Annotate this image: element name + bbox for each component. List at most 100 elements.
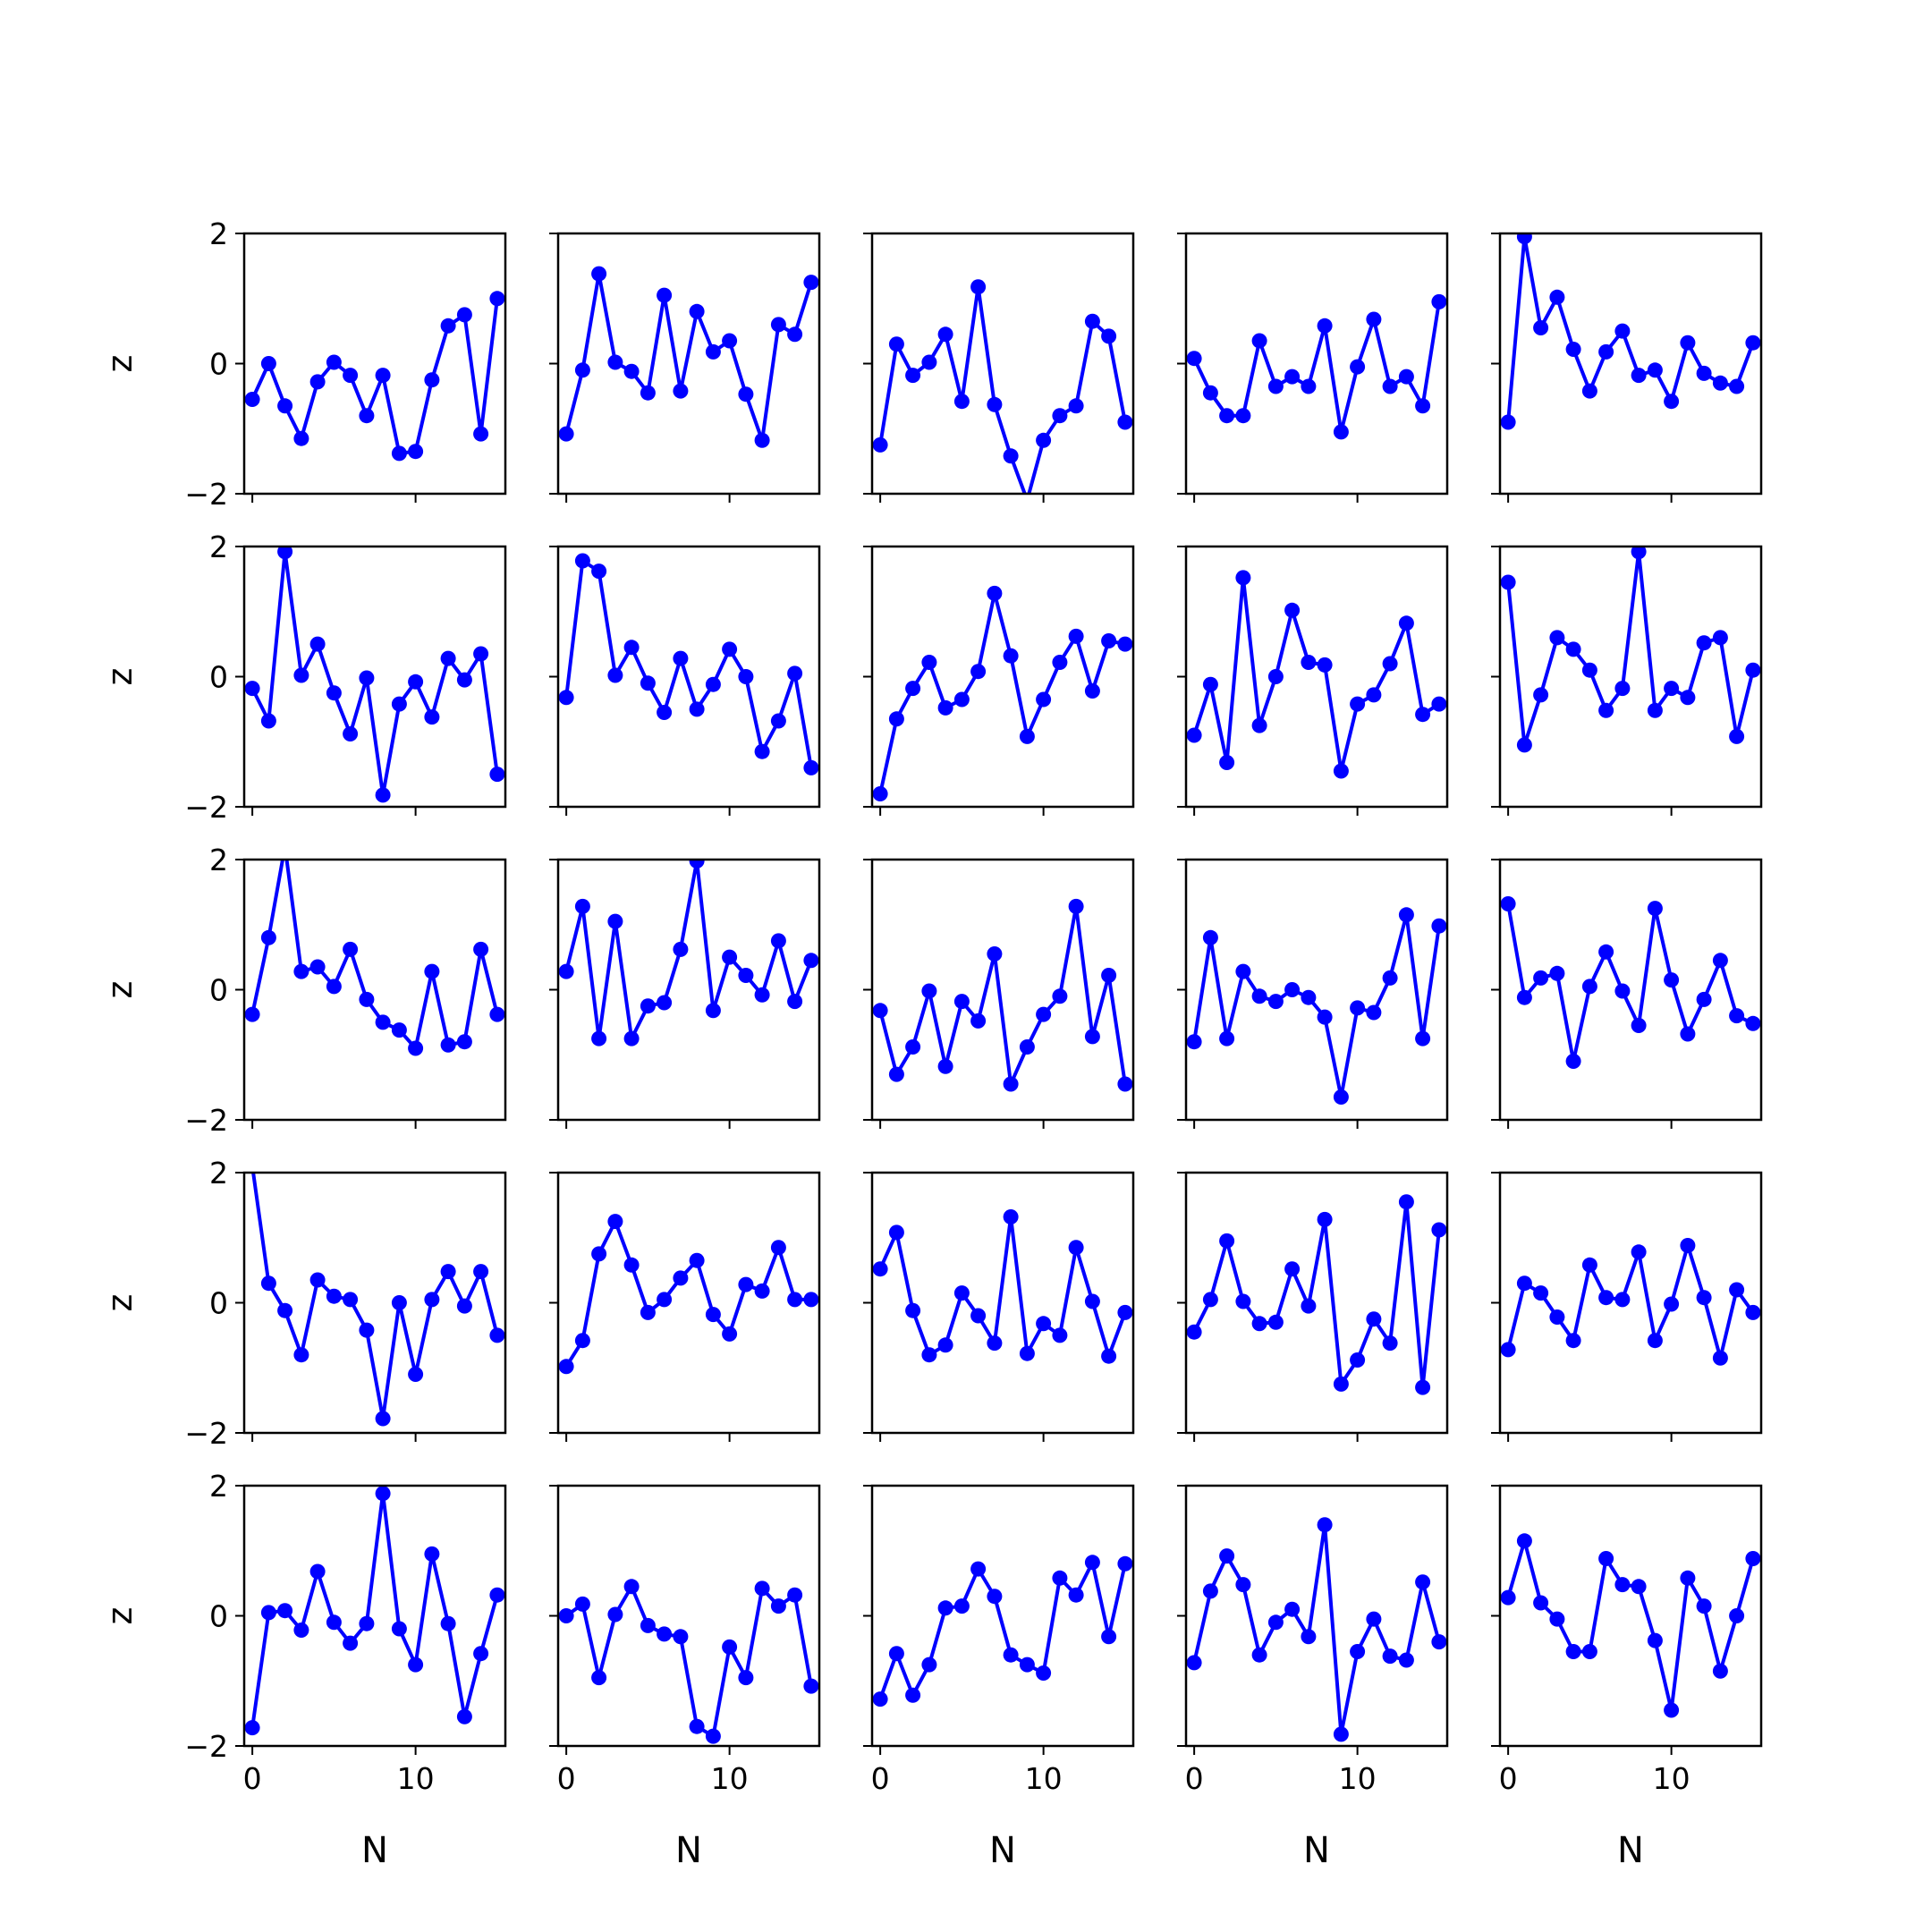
data-point <box>1333 763 1349 779</box>
data-point <box>1101 1348 1117 1364</box>
series-group <box>558 1579 819 1744</box>
subplot-1-5 <box>1491 232 1763 503</box>
data-point <box>770 317 786 333</box>
data-point <box>1251 1647 1267 1663</box>
data-point <box>1117 1076 1133 1092</box>
data-point <box>1664 972 1680 988</box>
data-point <box>970 1308 987 1324</box>
data-point <box>770 713 786 729</box>
data-point <box>1003 1076 1019 1092</box>
data-point <box>558 1608 574 1623</box>
data-point <box>1019 1039 1035 1055</box>
data-point <box>244 681 260 697</box>
data-point <box>1366 1611 1382 1627</box>
y-tick-label: 0 <box>209 1286 228 1321</box>
data-point <box>754 987 770 1003</box>
data-point <box>1533 320 1549 335</box>
data-point <box>456 1708 472 1724</box>
data-point <box>1664 394 1680 410</box>
data-point <box>473 1646 489 1662</box>
x-axis-label: N <box>989 1830 1016 1871</box>
data-point <box>1415 1030 1431 1046</box>
y-tick-label: 2 <box>209 843 228 877</box>
data-point <box>1664 681 1680 697</box>
data-point <box>1084 313 1100 329</box>
data-point <box>293 963 309 979</box>
y-tick-label: 2 <box>209 1156 228 1191</box>
data-point <box>803 1678 819 1694</box>
series-line <box>878 1560 1127 1700</box>
data-point <box>1036 432 1052 448</box>
data-point <box>623 1030 640 1046</box>
data-point <box>424 1292 440 1308</box>
data-point <box>1382 970 1398 986</box>
series-group <box>1500 1238 1761 1366</box>
data-point <box>1301 378 1317 394</box>
data-point <box>673 1270 689 1286</box>
data-point <box>1068 898 1084 914</box>
data-point <box>640 1617 656 1633</box>
data-point <box>1267 378 1284 394</box>
data-point <box>787 326 803 343</box>
data-point <box>1549 630 1565 646</box>
data-point <box>607 1214 623 1230</box>
data-point <box>1036 1665 1052 1681</box>
data-point <box>787 665 803 682</box>
data-point <box>1117 1304 1133 1320</box>
data-point <box>391 696 407 712</box>
data-point <box>1052 408 1068 424</box>
data-point <box>1533 687 1549 703</box>
subplot-2-2 <box>549 545 821 816</box>
data-point <box>987 396 1003 412</box>
data-point <box>343 1292 359 1308</box>
data-point <box>787 1292 803 1308</box>
data-point <box>888 336 904 352</box>
data-point <box>293 1623 309 1638</box>
subplot-1-4 <box>1177 232 1449 503</box>
data-point <box>754 1580 770 1597</box>
data-point <box>1581 1257 1597 1273</box>
data-point <box>1251 1316 1267 1332</box>
data-point <box>1696 635 1712 651</box>
data-point <box>574 1333 590 1349</box>
data-point <box>1431 1634 1447 1650</box>
data-point <box>905 368 921 384</box>
data-point <box>424 372 440 388</box>
data-point <box>1631 1018 1647 1033</box>
data-point <box>1431 918 1447 934</box>
series-group <box>244 860 505 1056</box>
data-point <box>673 941 689 957</box>
data-point <box>591 564 607 580</box>
data-point <box>937 326 953 343</box>
data-point <box>1036 691 1052 708</box>
data-point <box>1729 1008 1745 1024</box>
data-point <box>987 1335 1003 1352</box>
data-point <box>1333 1726 1349 1742</box>
data-point <box>1712 1663 1728 1679</box>
series-line <box>251 1173 499 1420</box>
data-point <box>722 641 738 657</box>
data-point <box>1415 1379 1431 1395</box>
data-point <box>375 787 391 803</box>
data-point <box>1533 1285 1549 1301</box>
data-point <box>1101 1629 1117 1645</box>
data-point <box>657 705 673 720</box>
data-point <box>970 1561 987 1577</box>
data-point <box>293 667 309 683</box>
data-point <box>905 1302 921 1318</box>
data-point <box>754 743 770 759</box>
data-point <box>1398 615 1414 631</box>
data-point <box>359 670 375 686</box>
data-point <box>738 1276 754 1292</box>
y-axis-label: z <box>100 981 140 999</box>
series-group <box>1186 293 1447 440</box>
data-point <box>473 1264 489 1280</box>
y-tick-label: −2 <box>184 477 228 512</box>
y-tick-label: 2 <box>209 216 228 251</box>
data-point <box>787 1587 803 1603</box>
data-point <box>1251 717 1267 733</box>
data-point <box>1003 1647 1019 1663</box>
data-point <box>1680 690 1696 706</box>
series-line <box>878 904 1127 1086</box>
